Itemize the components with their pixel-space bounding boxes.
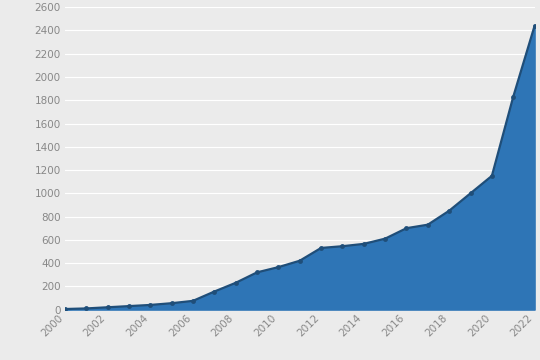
Point bbox=[423, 222, 432, 228]
Point bbox=[338, 243, 347, 249]
Point bbox=[188, 298, 197, 304]
Point bbox=[381, 236, 389, 242]
Point bbox=[317, 245, 326, 251]
Point bbox=[167, 300, 176, 306]
Point bbox=[488, 173, 496, 179]
Point bbox=[274, 264, 282, 270]
Point bbox=[295, 258, 304, 264]
Point bbox=[402, 225, 411, 231]
Point bbox=[60, 306, 69, 312]
Point bbox=[445, 208, 454, 213]
Point bbox=[509, 94, 517, 100]
Point bbox=[253, 270, 261, 275]
Point bbox=[103, 305, 112, 310]
Point bbox=[530, 23, 539, 29]
Point bbox=[82, 306, 91, 311]
Point bbox=[466, 190, 475, 196]
Point bbox=[125, 303, 133, 309]
Point bbox=[146, 302, 154, 308]
Point bbox=[231, 280, 240, 286]
Point bbox=[210, 289, 219, 294]
Point bbox=[360, 241, 368, 247]
